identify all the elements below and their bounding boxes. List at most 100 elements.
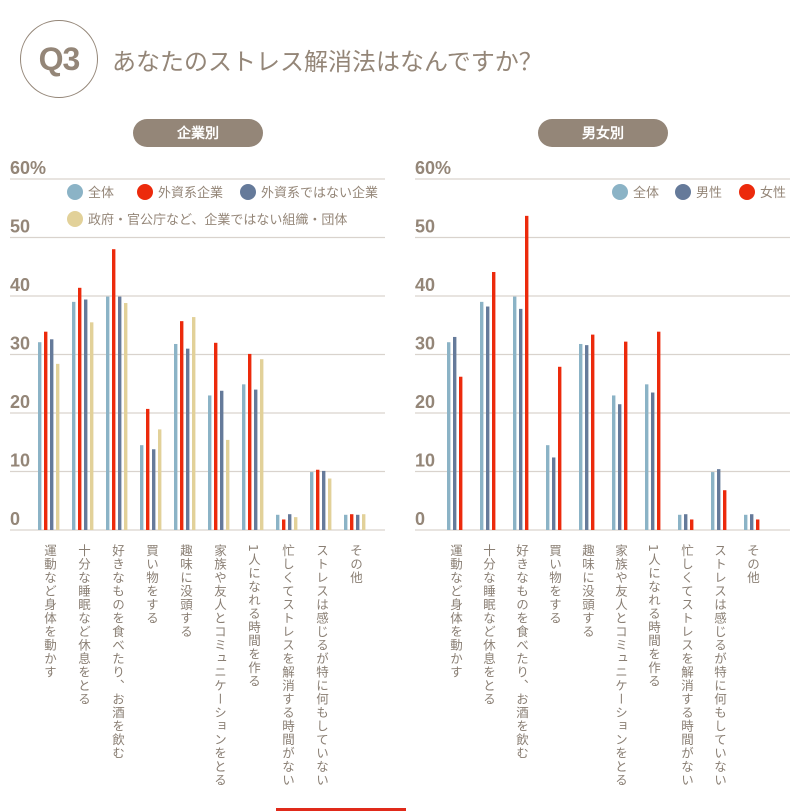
question-badge: Q3 [20, 20, 98, 98]
bar-0-0 [38, 342, 42, 530]
y-tick-label: 40 [415, 275, 435, 295]
bar-2-1 [519, 308, 523, 530]
bar-1-2 [492, 272, 496, 530]
y-tick-label: 60% [415, 158, 451, 178]
bar-3-0 [546, 445, 550, 530]
bar-8-2 [723, 490, 727, 530]
x-label: 好きなものを食べたり、お酒を飲む [514, 544, 529, 760]
bar-7-1 [282, 519, 286, 530]
bar-4-0 [174, 343, 178, 530]
bar-7-0 [678, 514, 682, 530]
chart-title-gender: 男女別 [538, 119, 668, 147]
bar-6-2 [657, 331, 661, 530]
bar-6-1 [248, 353, 252, 530]
bar-4-2 [186, 348, 190, 530]
legend-label: 男性 [696, 186, 722, 201]
bar-8-1 [316, 469, 320, 530]
bar-7-1 [684, 514, 688, 530]
x-label: ストレスは感じるが特に何もしていない [712, 544, 727, 787]
bar-6-0 [242, 384, 246, 530]
bar-8-3 [328, 478, 332, 530]
bar-6-0 [645, 384, 649, 530]
x-label: 1人になれる時間を作る [246, 544, 261, 688]
x-label: ストレスは感じるが特に何もしていない [314, 544, 329, 787]
x-label: 趣味に没頭する [178, 544, 193, 639]
x-label: 買い物をする [144, 544, 159, 625]
bar-2-0 [513, 296, 517, 530]
bar-5-1 [214, 342, 218, 530]
legend-swatch [67, 211, 83, 227]
legend-label: 全体 [88, 185, 114, 201]
x-label: 運動など身体を動かす [448, 544, 463, 679]
bar-9-0 [344, 514, 348, 530]
y-tick-label: 30 [10, 334, 30, 354]
x-label: その他 [348, 544, 363, 585]
bar-8-1 [717, 469, 721, 530]
bar-5-2 [624, 341, 628, 530]
bar-1-1 [78, 287, 82, 530]
bar-9-1 [750, 514, 754, 530]
bar-5-1 [618, 404, 622, 530]
bar-8-2 [322, 470, 326, 530]
decorative-bottom-line [276, 808, 406, 811]
legend-swatch [675, 184, 691, 200]
bar-0-0 [447, 342, 451, 530]
bar-3-3 [158, 429, 162, 530]
y-tick-label: 10 [415, 451, 435, 471]
legend-swatch [137, 184, 153, 200]
bar-4-1 [180, 321, 184, 530]
bar-1-1 [486, 306, 490, 530]
x-label: 十分な睡眠など休息をとる [76, 544, 91, 706]
bar-0-3 [56, 363, 60, 530]
x-label: 1人になれる時間を作る [646, 544, 661, 688]
bar-3-1 [552, 457, 556, 530]
bar-6-1 [651, 392, 655, 530]
bar-2-0 [106, 296, 110, 530]
y-tick-label: 0 [10, 509, 20, 529]
y-tick-label: 20 [415, 392, 435, 412]
bar-7-3 [294, 517, 298, 530]
bar-5-3 [226, 439, 230, 530]
bar-7-0 [276, 514, 280, 530]
bar-3-2 [152, 449, 156, 530]
bar-4-2 [591, 334, 595, 530]
x-label: 趣味に没頭する [580, 544, 595, 639]
bar-2-3 [124, 303, 128, 530]
bar-9-1 [350, 514, 354, 530]
question-title: あなたのストレス解消法はなんですか？ [112, 48, 543, 76]
y-tick-label: 20 [10, 392, 30, 412]
y-tick-label: 30 [415, 334, 435, 354]
bar-5-2 [220, 390, 224, 530]
y-tick-label: 60% [10, 158, 46, 178]
legend-swatch [612, 184, 628, 200]
bar-6-3 [260, 359, 264, 530]
bar-9-2 [356, 514, 360, 530]
chart-gender: 0 10 20 30 40 50 60% 全体 男性 女性 [415, 158, 790, 531]
legend-swatch [739, 184, 755, 200]
legend-swatch [67, 184, 83, 200]
x-label: 好きなものを食べたり、お酒を飲む [110, 544, 125, 760]
bar-3-0 [140, 445, 144, 530]
bar-2-2 [525, 215, 529, 531]
chart-company: 0 10 20 30 40 50 60% 全体 外資系企業 外資系ではない企業政府・官公庁など、企… [10, 158, 385, 531]
bar-2-2 [118, 296, 122, 530]
bar-0-1 [453, 336, 457, 530]
bar-1-0 [480, 301, 484, 530]
bar-9-2 [756, 519, 760, 530]
x-label: 家族や友人とコミュニケーションをとる [212, 544, 227, 787]
x-label: 忙しくてストレスを解消する時間がない [280, 544, 295, 787]
y-tick-label: 10 [10, 451, 30, 471]
legend-label: 全体 [633, 185, 659, 201]
y-tick-label: 50 [10, 217, 30, 237]
x-label: 十分な睡眠など休息をとる [481, 544, 496, 706]
bar-9-0 [744, 514, 748, 530]
bar-8-0 [310, 472, 314, 530]
chart-title-company: 企業別 [133, 119, 263, 147]
legend-swatch [240, 184, 256, 200]
x-label: 買い物をする [547, 544, 562, 625]
bar-0-1 [44, 331, 48, 530]
bar-8-0 [711, 472, 715, 530]
x-label: 家族や友人とコミュニケーションをとる [613, 544, 628, 787]
